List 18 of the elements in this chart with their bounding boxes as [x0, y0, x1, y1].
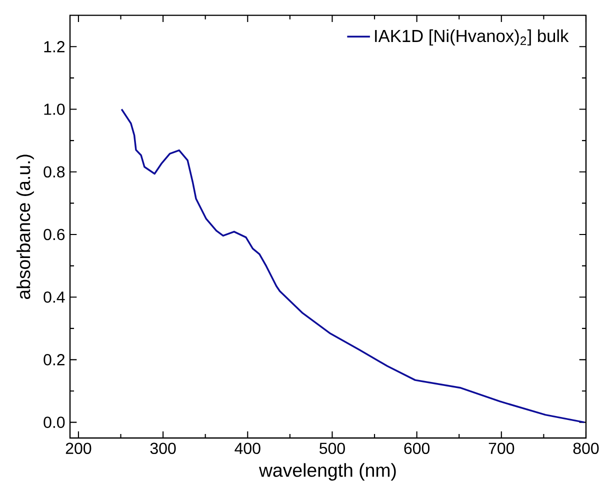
- legend-label: IAK1D [Ni(Hvanox)$_{2}$] bulk: [375, 29, 569, 46]
- y-tick-label: 0.6: [44, 228, 65, 240]
- line-series: [120, 108, 586, 424]
- y-axis-title: absorbance (a.u.): [16, 154, 34, 300]
- x-tick-label: 800: [573, 442, 599, 454]
- y-tick-label: 1.0: [44, 104, 65, 115]
- x-tick-label: 200: [66, 442, 92, 454]
- y-tick-label: 0.4: [44, 291, 65, 303]
- y-tick-label: 0.2: [44, 354, 64, 366]
- y-tick-label: 1.2: [44, 41, 64, 52]
- x-tick-label: 300: [150, 442, 176, 454]
- x-tick-label: 600: [404, 442, 430, 454]
- x-tick-label: 400: [234, 442, 260, 454]
- y-tick-label: 0.8: [44, 166, 65, 178]
- x-axis-title: wavelength (nm): [258, 463, 396, 481]
- x-tick-label: 500: [320, 442, 345, 454]
- x-tick-label: 700: [488, 442, 514, 454]
- y-tick-label: 0.0: [44, 416, 65, 428]
